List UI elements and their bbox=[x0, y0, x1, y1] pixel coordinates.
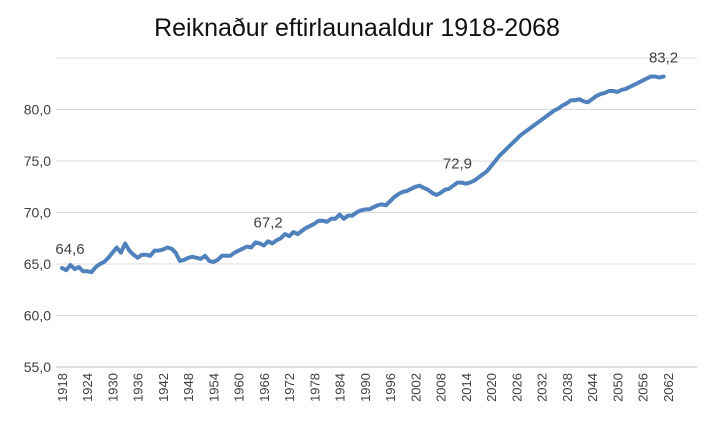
data-label: 64,6 bbox=[55, 241, 84, 258]
y-tick-label: 80,0 bbox=[24, 102, 51, 118]
x-tick-label: 1948 bbox=[181, 373, 196, 402]
x-tick-label: 2044 bbox=[585, 373, 600, 402]
x-tick-label: 1972 bbox=[282, 373, 297, 402]
chart-title: Reiknaður eftirlaunaaldur 1918-2068 bbox=[154, 14, 560, 42]
x-tick-label: 1942 bbox=[156, 373, 171, 402]
x-axis: 1918 1924 1930 1936 1942 1948 1954 1960 1966 1972… bbox=[55, 366, 697, 402]
x-tick-label: 2050 bbox=[610, 373, 625, 402]
x-tick-label: 2026 bbox=[509, 373, 524, 402]
x-tick-label: 2014 bbox=[459, 373, 474, 402]
x-tick-label: 1954 bbox=[206, 373, 221, 402]
x-tick-label: 1978 bbox=[307, 373, 322, 402]
x-tick-label: 1936 bbox=[131, 373, 146, 402]
y-tick-label: 65,0 bbox=[24, 256, 51, 272]
series-line bbox=[60, 74, 666, 275]
x-tick-label: 1918 bbox=[55, 373, 70, 402]
gridlines bbox=[56, 57, 697, 368]
x-tick-label: 1990 bbox=[358, 373, 373, 402]
x-tick-label: 2020 bbox=[484, 373, 499, 402]
y-tick-label: 70,0 bbox=[24, 205, 51, 221]
x-tick-label: 1966 bbox=[257, 373, 272, 402]
x-tick-label: 1984 bbox=[333, 373, 348, 402]
data-label: 67,2 bbox=[254, 214, 283, 231]
data-labels: 64,6 67,2 72,9 83,2 bbox=[55, 50, 678, 259]
y-axis: 55,0 60,0 65,0 70,0 75,0 80,0 bbox=[24, 102, 51, 376]
x-tick-label: 2056 bbox=[636, 373, 651, 402]
x-tick-label: 2038 bbox=[560, 373, 575, 402]
y-tick-label: 75,0 bbox=[24, 153, 51, 169]
y-tick-label: 55,0 bbox=[24, 359, 51, 375]
data-label: 83,2 bbox=[649, 50, 678, 67]
x-tick-label: 1996 bbox=[383, 373, 398, 402]
x-tick-label: 1930 bbox=[105, 373, 120, 402]
x-tick-label: 1960 bbox=[232, 373, 247, 402]
x-tick-label: 2008 bbox=[434, 373, 449, 402]
x-tick-label: 2062 bbox=[661, 373, 676, 402]
data-label: 72,9 bbox=[443, 156, 472, 173]
x-tick-label: 2032 bbox=[535, 373, 550, 402]
series-group bbox=[60, 74, 666, 275]
y-tick-label: 60,0 bbox=[24, 308, 51, 324]
x-tick-label: 1924 bbox=[80, 373, 95, 402]
x-tick-label: 2002 bbox=[408, 373, 423, 402]
